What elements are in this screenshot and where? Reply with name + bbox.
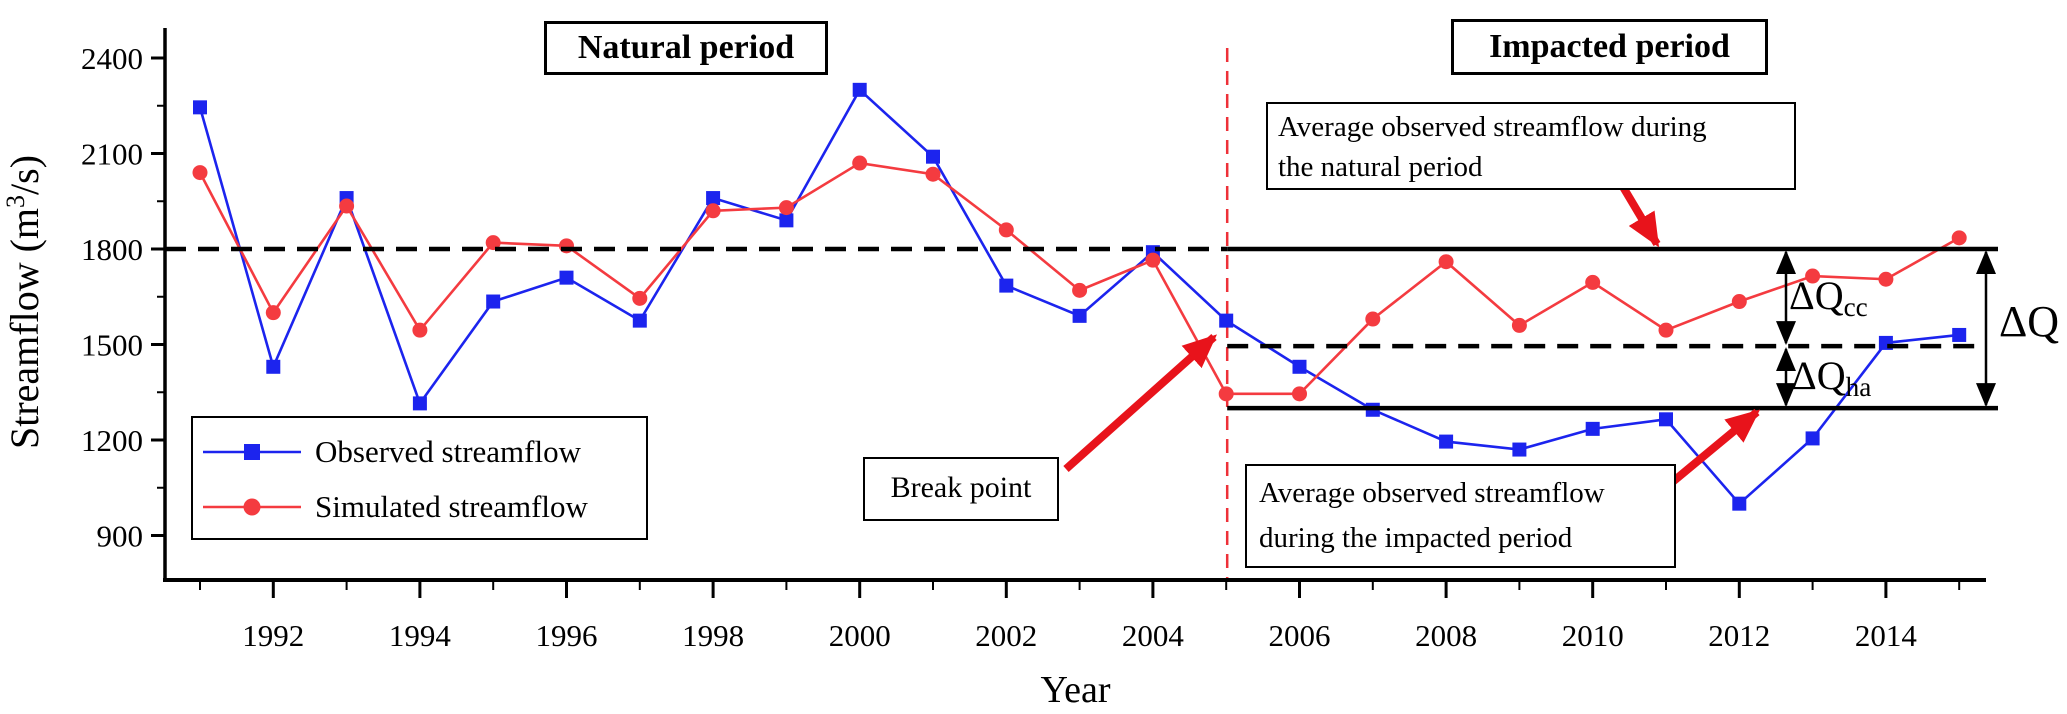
avg-impacted-annotation-line2: during the impacted period	[1259, 522, 1573, 554]
y-axis-title: Streamflow (m3/s)	[1, 155, 48, 449]
x-tick-label: 2002	[975, 618, 1037, 653]
x-tick-label: 1996	[536, 618, 598, 653]
x-tick-label: 1998	[682, 618, 744, 653]
observed-line-marker-icon	[203, 443, 301, 460]
x-tick-label: 2006	[1269, 618, 1331, 653]
avg-impacted-arrow	[1661, 408, 1761, 493]
avg-impacted-annotation-box: Average observed streamflow during the i…	[1245, 464, 1676, 568]
legend-label-simulated: Simulated streamflow	[315, 488, 588, 524]
avg-impacted-annotation-line1: Average observed streamflow	[1259, 477, 1605, 509]
impacted-period-title-box: Impacted period	[1451, 19, 1768, 75]
x-tick-label: 1992	[242, 618, 304, 653]
break-point-annotation-box: Break point	[863, 457, 1059, 521]
impacted-period-label: Impacted period	[1489, 28, 1730, 65]
y-tick-label: 1500	[81, 328, 143, 363]
axis-ticks: 900 1200 1500 1800 2100 2400 1992 1994 1996 1998 2…	[81, 41, 1961, 653]
legend-label-observed: Observed streamflow	[315, 433, 581, 469]
y-tick-label: 2100	[81, 137, 143, 172]
natural-period-label: Natural period	[577, 29, 795, 66]
delta-q-label: ΔQ	[1999, 297, 2060, 346]
y-tick-label: 1800	[81, 232, 143, 267]
break-point-label: Break point	[890, 471, 1032, 504]
legend-item-observed: Observed streamflow	[201, 424, 646, 479]
legend: Observed streamflow Simulated streamflow	[191, 416, 648, 540]
avg-natural-annotation-box: Average observed streamflow during the n…	[1266, 102, 1796, 190]
x-tick-label: 1994	[389, 618, 452, 653]
simulated-streamflow-line	[198, 161, 1960, 396]
simulated-streamflow-markers	[192, 155, 1967, 402]
y-tick-label: 1200	[81, 423, 143, 458]
legend-item-simulated: Simulated streamflow	[201, 479, 646, 534]
delta-q-cc-label: ΔQcc	[1789, 273, 1868, 322]
x-tick-label: 2008	[1415, 618, 1477, 653]
y-tick-label: 2400	[81, 41, 143, 76]
avg-natural-annotation-line1: Average observed streamflow during	[1278, 111, 1707, 143]
x-tick-label: 2010	[1562, 618, 1624, 653]
x-tick-label: 2014	[1855, 618, 1918, 653]
x-tick-label: 2004	[1122, 618, 1185, 653]
avg-natural-annotation-line2: the natural period	[1278, 151, 1483, 183]
simulated-line-marker-icon	[203, 498, 301, 515]
y-tick-label: 900	[97, 519, 144, 554]
x-axis-title: Year	[1040, 669, 1110, 711]
break-point-arrow	[1063, 334, 1217, 472]
delta-q-ha-label: ΔQha	[1791, 353, 1872, 402]
natural-period-title-box: Natural period	[544, 21, 828, 75]
x-tick-label: 2000	[829, 618, 891, 653]
x-tick-label: 2012	[1708, 618, 1770, 653]
